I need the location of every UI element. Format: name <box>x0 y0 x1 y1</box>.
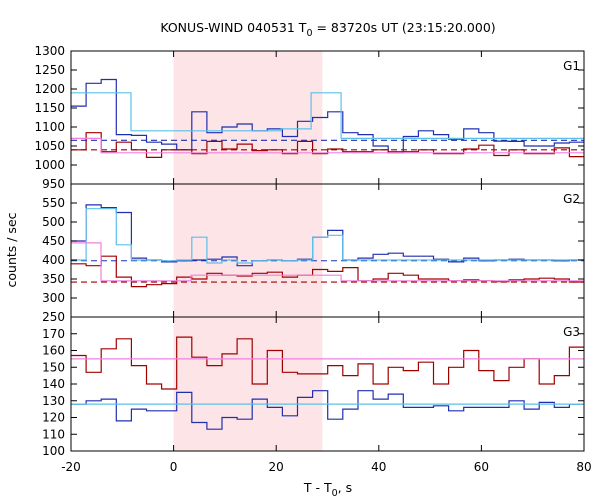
x-tick-label: 40 <box>371 460 386 474</box>
x-axis: -20 0 20 40 60 80 <box>61 460 591 474</box>
series-step-pink <box>71 242 584 282</box>
y-tick-label: 450 <box>42 234 65 248</box>
y-tick-label: 950 <box>42 177 65 191</box>
x-tick-label: 80 <box>576 460 591 474</box>
x-tick-label: 0 <box>170 460 178 474</box>
y-tick-label: 160 <box>42 344 65 358</box>
y-tick-label: 140 <box>42 377 65 391</box>
panel-label: G3 <box>563 325 580 339</box>
series-step-dark_blue <box>71 78 584 153</box>
panel-g3: 100 110 120 130 140 150 160 170 G3 <box>42 316 585 458</box>
panel-frame <box>70 183 585 318</box>
series-step-light_blue <box>71 92 584 139</box>
shaded-time-interval <box>173 51 323 451</box>
x-tick-label: 20 <box>269 460 284 474</box>
series-step-dark_blue <box>71 390 584 430</box>
x-tick-label: 60 <box>474 460 489 474</box>
y-tick-label: 120 <box>42 411 65 425</box>
y-tick-label: 400 <box>42 253 65 267</box>
y-tick-label: 1250 <box>34 63 65 77</box>
shaded-interval-layer <box>173 51 323 451</box>
y-tick-label: 130 <box>42 394 65 408</box>
panel-label: G2 <box>563 192 580 206</box>
y-tick-label: 1000 <box>34 158 65 172</box>
y-axis-label: counts / sec <box>4 212 19 287</box>
chart-title: KONUS-WIND 040531 T0 = 83720s UT (23:15:… <box>160 20 495 39</box>
y-tick-label: 250 <box>42 310 65 324</box>
panel-g2: 250 300 350 400 450 500 550 G2 <box>42 183 585 324</box>
series-step-pink <box>71 137 584 154</box>
panels-layer: 950 1000 1050 1100 1150 1200 1250 1300 G1 250 300 3… <box>34 44 585 458</box>
panel-label: G1 <box>563 59 580 73</box>
panel-g1: 950 1000 1050 1100 1150 1200 1250 1300 G1 <box>34 44 585 191</box>
y-tick-label: 1200 <box>34 82 65 96</box>
y-tick-label: 350 <box>42 272 65 286</box>
series-step-light_blue <box>71 208 584 264</box>
y-tick-label: 550 <box>42 196 65 210</box>
x-axis-label: T - T0, s <box>303 480 352 499</box>
series-step-dark_red <box>71 132 584 158</box>
y-tick-label: 1150 <box>34 101 65 115</box>
y-tick-label: 100 <box>42 444 65 458</box>
y-tick-label: 300 <box>42 291 65 305</box>
y-tick-label: 1050 <box>34 139 65 153</box>
y-tick-label: 500 <box>42 215 65 229</box>
y-tick-label: 110 <box>42 427 65 441</box>
y-tick-label: 1300 <box>34 44 65 58</box>
x-tick-label: -20 <box>61 460 81 474</box>
y-tick-label: 150 <box>42 360 65 374</box>
y-tick-label: 1100 <box>34 120 65 134</box>
y-tick-label: 170 <box>42 327 65 341</box>
series-step-dark_red <box>71 255 584 288</box>
series-step-dark_red <box>71 336 584 390</box>
